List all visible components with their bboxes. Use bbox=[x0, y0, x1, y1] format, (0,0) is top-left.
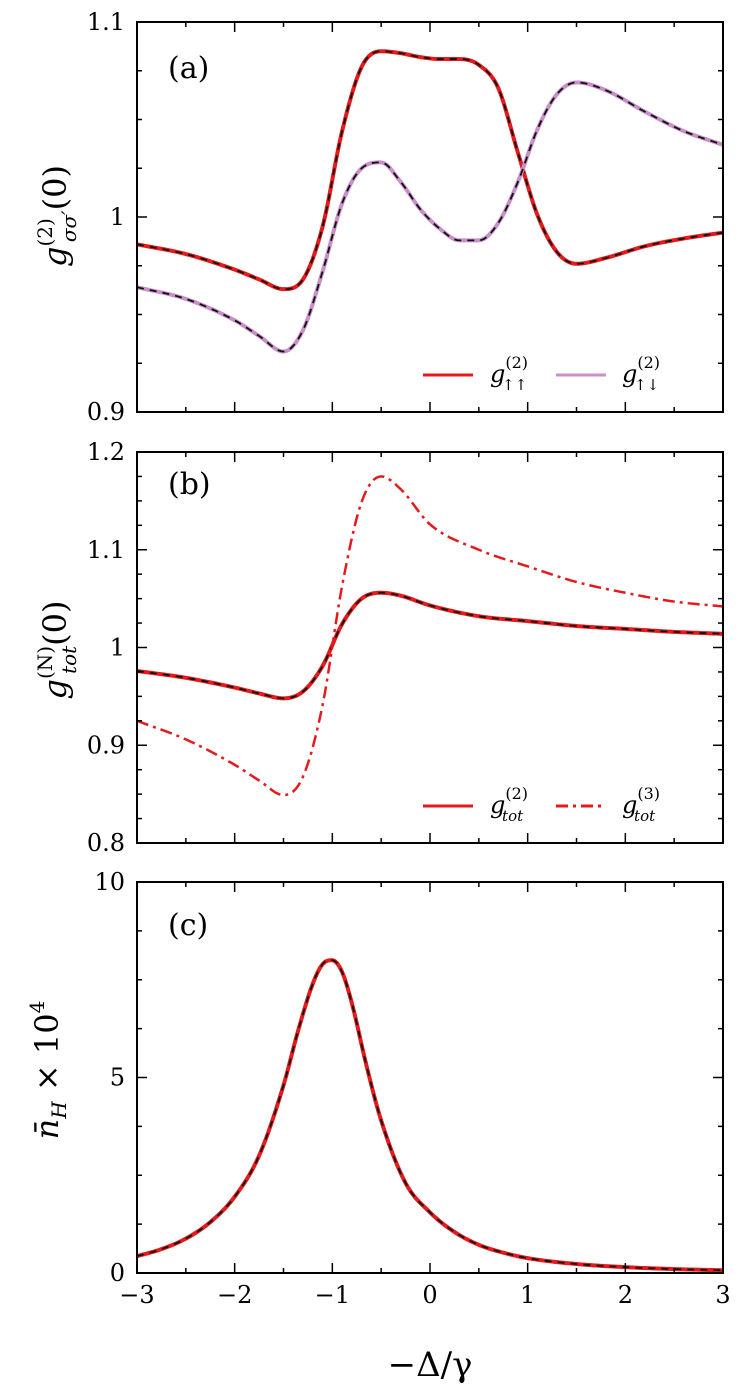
y-tick-label: 0.8 bbox=[87, 829, 125, 857]
panel-b-ylabel: g(N)tot(0) bbox=[33, 600, 81, 699]
series-overlay-1-0 bbox=[137, 591, 723, 700]
panel-c: (c) n̄H × 104 −3 −2 −1 0 1 2 3 0 5 10 bbox=[25, 868, 731, 1309]
x-tick-label: 1 bbox=[520, 1281, 535, 1309]
y-tick-label: 1 bbox=[110, 203, 125, 231]
legend-label-g-up-down: g(2) ↑↓ bbox=[622, 353, 660, 394]
series-overlay-0-0 bbox=[137, 50, 723, 291]
panel-b: (b) g(N)tot(0) g(2) tot g(3) tot 0.8 0.9 1 1.… bbox=[33, 438, 724, 857]
y-tick-label: 0.9 bbox=[87, 398, 125, 426]
legend-label-gtot3: g(3) tot bbox=[622, 784, 660, 825]
series-overlay-2-0 bbox=[137, 959, 723, 1272]
panel-2-series bbox=[137, 958, 723, 1273]
series-overlay-0-1 bbox=[137, 81, 723, 353]
x-tick-label: −1 bbox=[315, 1281, 350, 1309]
series-line-1-0 bbox=[137, 590, 723, 701]
panel-1-series bbox=[137, 475, 723, 797]
panel-a-tag: (a) bbox=[168, 51, 209, 86]
series-line-2-0 bbox=[137, 958, 723, 1273]
y-tick-label: 1 bbox=[110, 634, 125, 662]
x-tick-label: 2 bbox=[618, 1281, 633, 1309]
y-tick-label: 0.9 bbox=[87, 731, 125, 759]
y-tick-label: 0 bbox=[110, 1259, 125, 1287]
x-axis-label: −Δ/γ bbox=[388, 1345, 473, 1385]
series-line-0-1 bbox=[137, 80, 723, 354]
panel-1-frame bbox=[136, 451, 724, 844]
series-line-1-1 bbox=[137, 475, 723, 797]
y-tick-label: 1.1 bbox=[87, 536, 125, 564]
panel-b-legend: g(2) tot g(3) tot bbox=[423, 784, 660, 825]
panel-b-tag: (b) bbox=[168, 467, 211, 502]
panel-0-series bbox=[137, 49, 723, 354]
legend-label-g-up-up: g(2) ↑↑ bbox=[490, 353, 528, 394]
y-tick-label: 1.1 bbox=[87, 8, 125, 36]
y-tick-label: 10 bbox=[94, 868, 125, 896]
series-line-0-0 bbox=[137, 49, 723, 292]
x-tick-label: 3 bbox=[715, 1281, 730, 1309]
panel-c-ylabel: n̄H × 104 bbox=[25, 1001, 71, 1140]
x-tick-label: 0 bbox=[422, 1281, 437, 1309]
panel-0-frame bbox=[136, 21, 724, 413]
panel-a: (a) g(2)σσ′(0) g(2) ↑↑ g(2) ↑↓ 0.9 1 1.1 bbox=[33, 8, 724, 426]
y-tick-label: 5 bbox=[110, 1064, 125, 1092]
x-tick-label: −2 bbox=[217, 1281, 252, 1309]
x-tick-label: −3 bbox=[119, 1281, 154, 1309]
panel-a-ylabel: g(2)σσ′(0) bbox=[33, 165, 81, 267]
panel-c-tag: (c) bbox=[168, 908, 208, 943]
legend-label-gtot2: g(2) tot bbox=[490, 784, 528, 825]
y-tick-label: 1.2 bbox=[87, 438, 125, 466]
panel-a-legend: g(2) ↑↑ g(2) ↑↓ bbox=[423, 353, 660, 394]
